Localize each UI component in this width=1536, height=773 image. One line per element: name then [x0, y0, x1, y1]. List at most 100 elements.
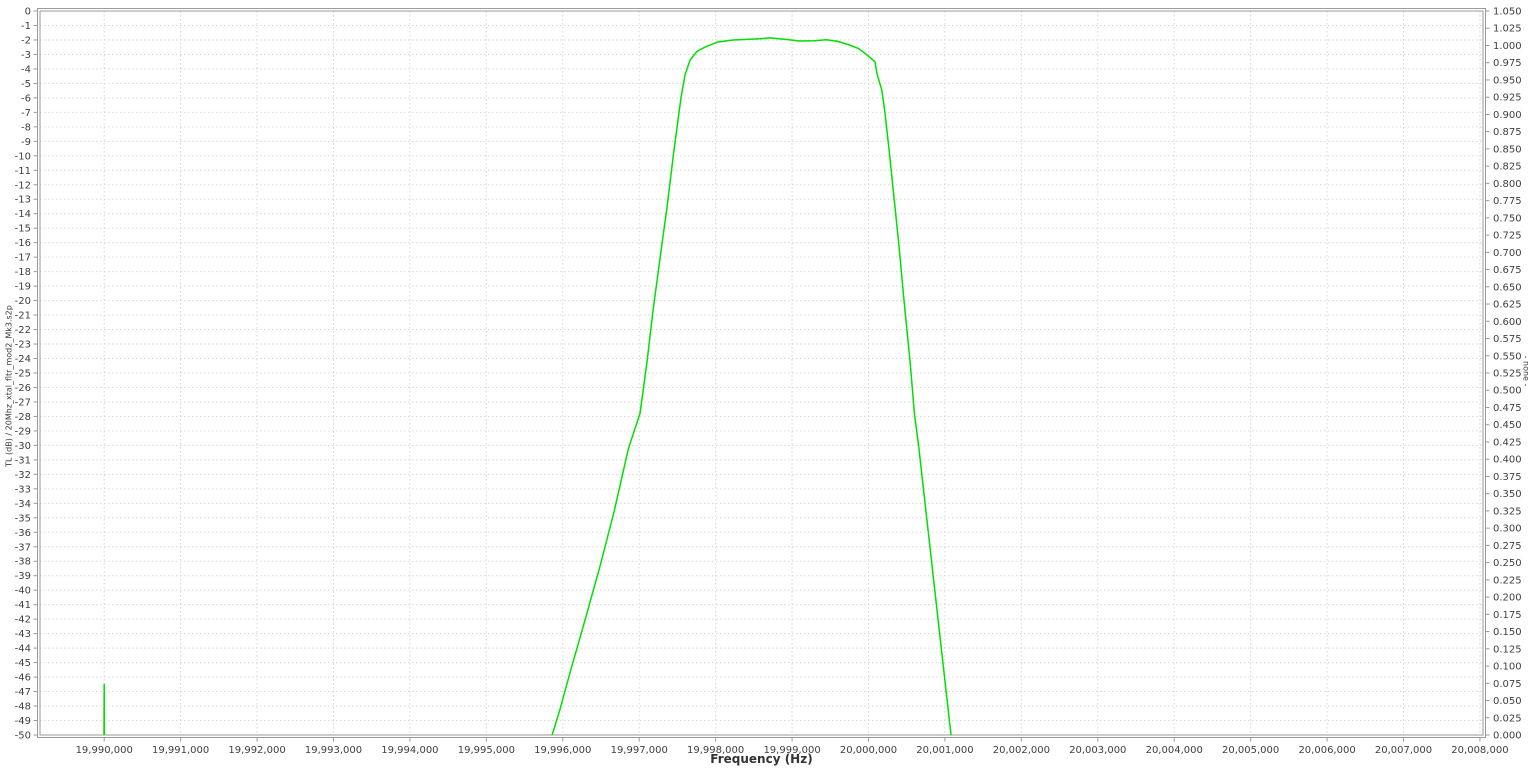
- y-right-tick-label: 0.725: [1493, 231, 1522, 242]
- x-tick-label: 20,006,000: [1298, 745, 1355, 756]
- x-tick-label: 19,991,000: [152, 745, 209, 756]
- y-right-tick-label: 0.250: [1493, 558, 1522, 569]
- y-right-tick-label: 1.050: [1493, 7, 1522, 18]
- y-right-tick-label: 0.375: [1493, 472, 1522, 483]
- y-right-tick-label: 0.000: [1493, 731, 1522, 742]
- y-left-tick-label: -20: [15, 296, 31, 307]
- y-right-tick-label: 0.825: [1493, 162, 1522, 173]
- y-left-tick-label: -44: [15, 644, 31, 655]
- y-right-tick-label: 0.875: [1493, 127, 1522, 138]
- y-left-tick-label: -29: [15, 426, 31, 437]
- plot-border-inner: [39, 10, 1484, 736]
- x-tick-label: 20,003,000: [1069, 745, 1126, 756]
- y-left-tick-label: -33: [15, 484, 31, 495]
- x-tick-label: 19,995,000: [458, 745, 515, 756]
- y-right-tick-label: 0.150: [1493, 627, 1522, 638]
- x-tick-label: 20,002,000: [993, 745, 1050, 756]
- x-tick-label: 19,999,000: [763, 745, 820, 756]
- y-left-tick-label: -48: [15, 702, 31, 713]
- y-left-tick-label: -46: [15, 673, 31, 684]
- y-left-tick-label: -4: [21, 64, 31, 75]
- y-right-tick-label: 0.800: [1493, 179, 1522, 190]
- y-left-tick-label: -18: [15, 267, 31, 278]
- x-tick-label: 19,990,000: [76, 745, 133, 756]
- x-tick-label: 20,004,000: [1146, 745, 1203, 756]
- y-left-tick-label: -38: [15, 557, 31, 568]
- y-right-tick-label: 0.425: [1493, 437, 1522, 448]
- y-left-tick-label: -50: [15, 731, 31, 742]
- y-left-tick-label: -13: [15, 195, 31, 206]
- y-left-tick-label: -37: [15, 542, 31, 553]
- y-right-tick-label: 0.050: [1493, 696, 1522, 707]
- y-left-tick-label: -31: [15, 455, 31, 466]
- y-right-tick-label: 0.500: [1493, 386, 1522, 397]
- x-tick-label: 19,994,000: [381, 745, 438, 756]
- y-right-tick-label: 1.000: [1493, 41, 1522, 52]
- y-right-tick-label: 0.650: [1493, 282, 1522, 293]
- y-right-tick-label: 0.350: [1493, 489, 1522, 500]
- y-right-tick-label: 0.275: [1493, 541, 1522, 552]
- y-right-tick-label: 0.525: [1493, 369, 1522, 380]
- y-right-tick-label: 0.175: [1493, 610, 1522, 621]
- y-left-tick-label: -5: [21, 79, 31, 90]
- y-right-tick-label: 0.750: [1493, 213, 1522, 224]
- y-left-tick-label: -21: [15, 311, 31, 322]
- y-right-tick-label: 0.475: [1493, 403, 1522, 414]
- y-left-tick-label: -35: [15, 513, 31, 524]
- y-left-tick-label: -7: [21, 108, 31, 119]
- y-left-tick-label: -19: [15, 282, 31, 293]
- y-right-tick-label: 0.600: [1493, 317, 1522, 328]
- y-right-tick-label: 0.950: [1493, 75, 1522, 86]
- y-left-tick-label: -34: [15, 499, 31, 510]
- y-right-tick-label: 0.700: [1493, 248, 1522, 259]
- y-right-tick-label: 0.900: [1493, 110, 1522, 121]
- y-right-tick-label: 0.575: [1493, 334, 1522, 345]
- y-right-tick-label: 0.325: [1493, 506, 1522, 517]
- y-right-tick-label: 0.975: [1493, 58, 1522, 69]
- y-right-tick-label: 0.550: [1493, 351, 1522, 362]
- right-axis-title: - none -: [1521, 355, 1531, 387]
- left-axis-title: TL (dB) / 20Mhz_xtal_fltr_mod2_Mk3.s2p: [4, 305, 14, 467]
- y-left-tick-label: -11: [15, 166, 31, 177]
- x-tick-label: 20,007,000: [1375, 745, 1432, 756]
- y-left-tick-label: -47: [15, 687, 31, 698]
- x-tick-label: 19,997,000: [611, 745, 668, 756]
- x-tick-label: 20,005,000: [1222, 745, 1279, 756]
- y-left-tick-label: -39: [15, 571, 31, 582]
- x-tick-label: 19,992,000: [228, 745, 285, 756]
- y-right-tick-label: 0.125: [1493, 644, 1522, 655]
- y-left-tick-label: -45: [15, 658, 31, 669]
- y-left-tick-label: -26: [15, 383, 31, 394]
- x-tick-label: 20,000,000: [840, 745, 897, 756]
- x-tick-label: 19,998,000: [687, 745, 744, 756]
- y-left-tick-label: -49: [15, 716, 31, 727]
- y-right-tick-label: 0.300: [1493, 524, 1522, 535]
- y-right-tick-label: 0.450: [1493, 420, 1522, 431]
- y-right-tick-label: 0.775: [1493, 196, 1522, 207]
- y-right-tick-label: 0.925: [1493, 93, 1522, 104]
- y-left-tick-label: -43: [15, 629, 31, 640]
- y-left-tick-label: -12: [15, 180, 31, 191]
- y-right-tick-label: 0.200: [1493, 593, 1522, 604]
- y-left-tick-label: -22: [15, 325, 31, 336]
- y-left-tick-label: -23: [15, 340, 31, 351]
- y-left-tick-label: -41: [15, 600, 31, 611]
- y-left-tick-label: -15: [15, 224, 31, 235]
- x-tick-label: 20,008,000: [1451, 745, 1508, 756]
- y-left-tick-label: -17: [15, 253, 31, 264]
- y-left-tick-label: -28: [15, 412, 31, 423]
- y-left-tick-label: -27: [15, 397, 31, 408]
- y-left-tick-label: -42: [15, 615, 31, 626]
- x-tick-label: 19,996,000: [534, 745, 591, 756]
- y-left-tick-label: -8: [21, 122, 31, 133]
- x-axis-title: Frequency (Hz): [710, 752, 813, 766]
- y-left-tick-label: -32: [15, 470, 31, 481]
- y-right-tick-label: 0.225: [1493, 575, 1522, 586]
- y-right-tick-label: 0.075: [1493, 679, 1522, 690]
- y-left-tick-label: -14: [15, 209, 31, 220]
- y-left-tick-label: 0: [25, 7, 31, 18]
- y-right-tick-label: 0.625: [1493, 300, 1522, 311]
- y-right-tick-label: 0.400: [1493, 455, 1522, 466]
- y-left-tick-label: -25: [15, 369, 31, 380]
